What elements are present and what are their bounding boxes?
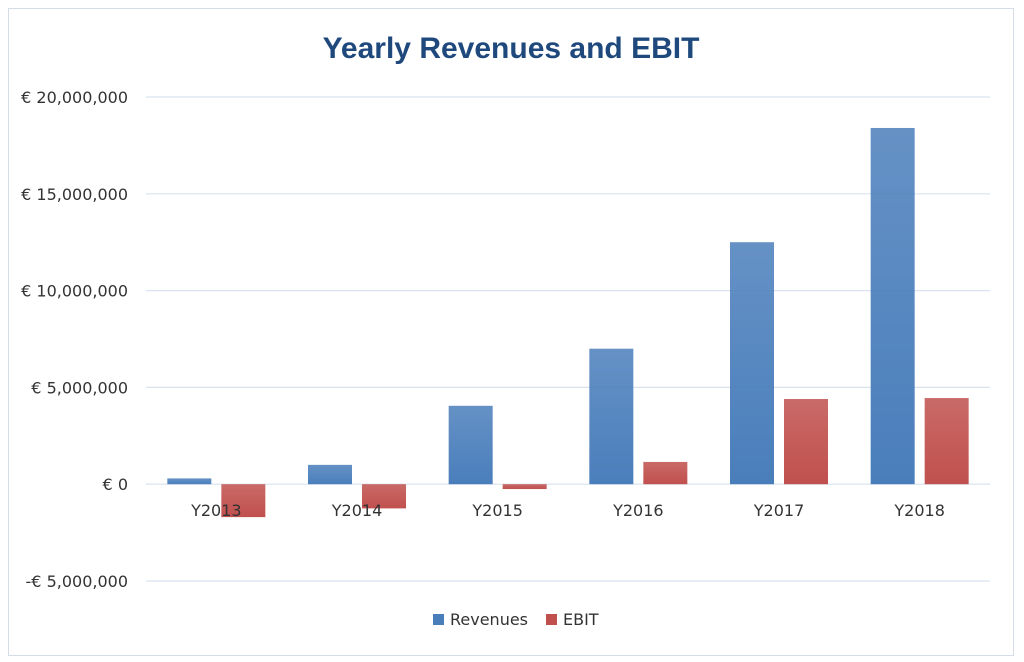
- x-tick-label: Y2017: [753, 501, 805, 520]
- legend: Revenues EBIT: [433, 610, 599, 629]
- bar-revenues-y2013: [167, 478, 212, 485]
- y-tick-label: € 20,000,000: [21, 88, 128, 107]
- x-tick-label: Y2016: [612, 501, 664, 520]
- x-tick-label: Y2013: [190, 501, 242, 520]
- bar-ebit-y2015: [502, 484, 547, 490]
- gridlines: [146, 96, 990, 582]
- legend-swatch-ebit: [546, 614, 557, 625]
- y-axis-ticks: € 20,000,000 € 15,000,000 € 10,000,000 € 5,…: [21, 88, 128, 591]
- x-tick-label: Y2014: [331, 501, 383, 520]
- bar-revenues-y2014: [308, 464, 352, 485]
- bar-revenues-y2015: [448, 405, 493, 485]
- x-tick-label: Y2015: [471, 501, 523, 520]
- bars: [167, 127, 969, 518]
- bar-revenues-y2018: [870, 127, 915, 485]
- bar-ebit-y2018: [924, 398, 969, 485]
- bar-revenues-y2017: [730, 242, 774, 485]
- chart-frame: [8, 8, 1014, 656]
- legend-label-revenues: Revenues: [450, 610, 528, 629]
- legend-swatch-revenues: [433, 614, 444, 625]
- bar-ebit-y2017: [784, 399, 828, 485]
- y-tick-label: € 0: [103, 475, 128, 494]
- bar-ebit-y2016: [643, 461, 688, 485]
- bar-revenues-y2016: [589, 348, 634, 485]
- y-tick-label: -€ 5,000,000: [26, 572, 128, 591]
- x-tick-label: Y2018: [893, 501, 945, 520]
- legend-label-ebit: EBIT: [563, 610, 599, 629]
- y-tick-label: € 5,000,000: [31, 378, 128, 397]
- bar-ebit-y2014: [362, 484, 406, 509]
- y-tick-label: € 15,000,000: [21, 185, 128, 204]
- y-tick-label: € 10,000,000: [21, 282, 128, 301]
- bar-ebit-y2013: [221, 484, 266, 518]
- chart-title: Yearly Revenues and EBIT: [323, 32, 700, 65]
- x-axis-ticks: Y2013 Y2014 Y2015 Y2016 Y2017 Y2018: [190, 501, 945, 520]
